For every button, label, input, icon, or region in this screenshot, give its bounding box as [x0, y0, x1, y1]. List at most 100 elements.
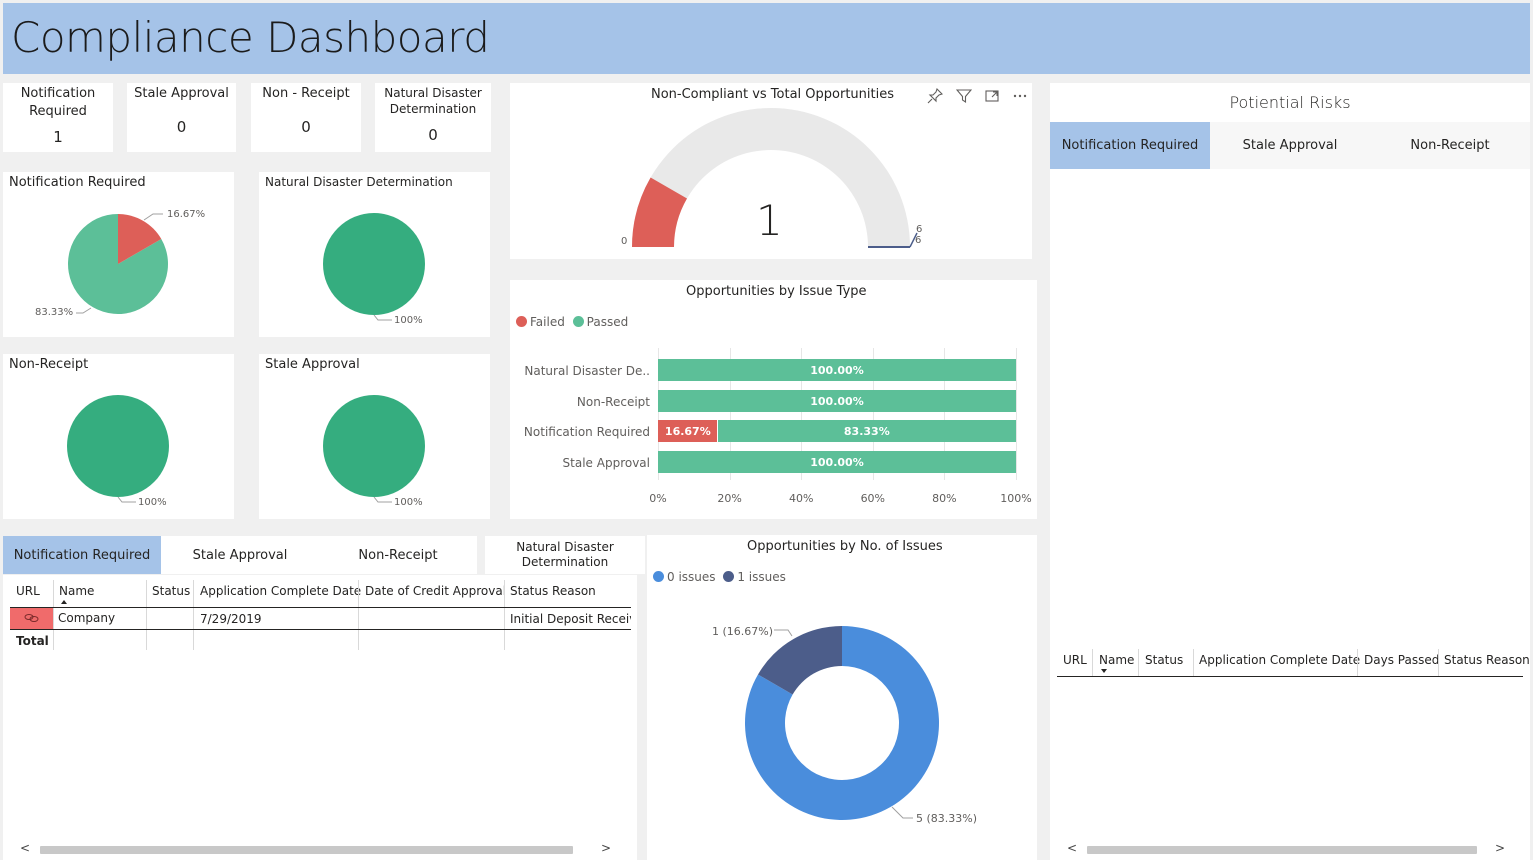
legend-label: Failed [530, 315, 565, 329]
leader-line [373, 314, 392, 321]
donut-label-1-issues: 1 (16.67%) [712, 625, 774, 638]
risk-column-app-date[interactable]: Application Complete Date [1199, 653, 1361, 667]
gauge-value: 1 [756, 196, 783, 245]
card-value: 0 [301, 118, 311, 136]
gauge-panel[interactable]: Non-Compliant vs Total Opportunities 1 0… [510, 83, 1032, 259]
pie-title: Stale Approval [265, 357, 360, 372]
pie-title: Non-Receipt [9, 357, 89, 372]
leader-line [76, 307, 92, 314]
more-options-icon[interactable] [1011, 88, 1029, 106]
scroll-thumb[interactable] [1087, 846, 1477, 854]
cell-name: Company [58, 611, 116, 625]
card-notification-required[interactable]: Notification Required 1 [3, 83, 113, 152]
card-natural-disaster[interactable]: Natural Disaster Determination 0 [375, 83, 491, 152]
donut-slice-1[interactable] [757, 626, 842, 695]
column-header-name[interactable]: Name [59, 584, 95, 598]
chart-legend: 0 issues 1 issues [653, 570, 786, 584]
risk-tab-stale-approval[interactable]: Stale Approval [1210, 122, 1370, 169]
pie-chart [323, 395, 425, 503]
bar-passed[interactable] [658, 450, 1016, 473]
horizontal-scrollbar[interactable]: < > [18, 841, 623, 855]
donut-chart [745, 626, 939, 820]
x-tick-label: 0% [649, 492, 667, 505]
leader-line [373, 496, 392, 503]
risk-tab-non-receipt[interactable]: Non-Receipt [1370, 122, 1530, 169]
scroll-thumb[interactable] [40, 846, 573, 854]
tab-natural-disaster[interactable]: Natural Disaster Determination [485, 536, 645, 574]
pie-non-receipt[interactable]: Non-Receipt 100% [3, 354, 234, 519]
column-header-app-date[interactable]: Application Complete Date [200, 584, 362, 598]
column-header-url[interactable]: URL [16, 584, 40, 598]
card-stale-approval[interactable]: Stale Approval 0 [127, 83, 236, 152]
legend-item-0-issues[interactable]: 0 issues [653, 570, 716, 584]
header-divider [10, 607, 631, 608]
x-tick-label: 100% [1000, 492, 1032, 505]
legend-item-passed[interactable]: Passed [572, 315, 628, 329]
legend-dot-icon [572, 316, 584, 327]
pie-label: 100% [394, 497, 423, 508]
category-label: Non-Receipt [576, 394, 650, 409]
risk-tab-notification-required[interactable]: Notification Required [1050, 122, 1210, 169]
horizontal-scrollbar[interactable]: < > [1065, 841, 1506, 855]
gauge-target-tick [909, 232, 918, 248]
column-header-credit-date[interactable]: Date of Credit Approval [365, 584, 507, 598]
pie-stale-approval[interactable]: Stale Approval 100% [259, 354, 490, 519]
table-row[interactable]: Company 7/29/2019 Initial Deposit Receiv… [10, 608, 631, 629]
column-header-status[interactable]: Status [152, 584, 191, 598]
bar-data-label: 16.67% [664, 425, 711, 438]
column-divider [504, 580, 505, 650]
x-tick-label: 40% [788, 492, 814, 505]
donut-chart-panel[interactable]: Opportunities by No. of Issues 0 issues … [647, 535, 1037, 860]
risk-column-name[interactable]: Name [1099, 653, 1135, 667]
tab-non-receipt[interactable]: Non-Receipt [319, 536, 477, 574]
pie-notification-required[interactable]: Notification Required 16.67% 83.33% [3, 172, 234, 337]
card-label: Notification Required [20, 86, 96, 119]
focus-mode-icon[interactable] [983, 88, 1001, 106]
bottom-tabbar: Notification Required Stale Approval Non… [3, 535, 645, 575]
pie-chart [67, 213, 168, 314]
column-divider [146, 580, 147, 650]
legend-dot-icon [653, 571, 664, 582]
legend-item-1-issues[interactable]: 1 issues [723, 570, 786, 584]
bar-passed[interactable] [658, 389, 1016, 412]
pie-slice-passed [67, 214, 168, 314]
risk-column-status[interactable]: Status [1145, 653, 1184, 667]
pie-chart [67, 395, 169, 503]
bar-data-label: 83.33% [843, 425, 890, 438]
column-divider [358, 580, 359, 650]
donut-slice-0[interactable] [745, 626, 939, 820]
column-header-status-reason[interactable]: Status Reason [510, 584, 596, 598]
scroll-right-icon[interactable]: > [601, 841, 612, 855]
scroll-right-icon[interactable]: > [1495, 841, 1506, 855]
tab-stale-approval[interactable]: Stale Approval [161, 536, 319, 574]
bar-chart-panel[interactable]: Opportunities by Issue Type Failed Passe… [510, 280, 1037, 519]
pin-icon[interactable] [926, 87, 944, 106]
tab-notification-required[interactable]: Notification Required [3, 536, 161, 574]
x-tick-label: 60% [860, 492, 886, 505]
pie-label: 100% [138, 497, 167, 508]
card-non-receipt[interactable]: Non - Receipt 0 [251, 83, 361, 152]
risk-column-status-reason[interactable]: Status Reason [1444, 653, 1530, 667]
column-divider [1138, 649, 1139, 677]
pie-slice-full [67, 395, 169, 497]
bar-passed[interactable] [658, 359, 1016, 381]
bar-passed[interactable] [717, 420, 1016, 442]
link-icon[interactable] [10, 608, 53, 629]
cell-status-reason: Initial Deposit Receive [510, 612, 631, 626]
risk-column-url[interactable]: URL [1063, 653, 1087, 667]
gauge-title: Non-Compliant vs Total Opportunities [651, 87, 895, 102]
sort-desc-icon [1101, 669, 1107, 673]
legend-item-failed[interactable]: Failed [516, 315, 565, 329]
grid-line [1016, 348, 1017, 480]
pie-natural-disaster[interactable]: Natural Disaster Determination 100% [259, 172, 490, 337]
filter-icon[interactable] [955, 88, 973, 106]
bar-failed[interactable] [658, 420, 717, 442]
gauge-target-label: 6 [916, 224, 923, 235]
category-label: Stale Approval [562, 455, 650, 470]
card-label: Natural Disaster Determination [384, 86, 482, 116]
risk-column-days-passed[interactable]: Days Passed [1364, 653, 1440, 667]
scroll-left-icon[interactable]: < [1067, 841, 1078, 855]
column-divider [1357, 649, 1358, 677]
scroll-left-icon[interactable]: < [20, 841, 31, 855]
bar-data-label: 100.00% [810, 364, 864, 377]
